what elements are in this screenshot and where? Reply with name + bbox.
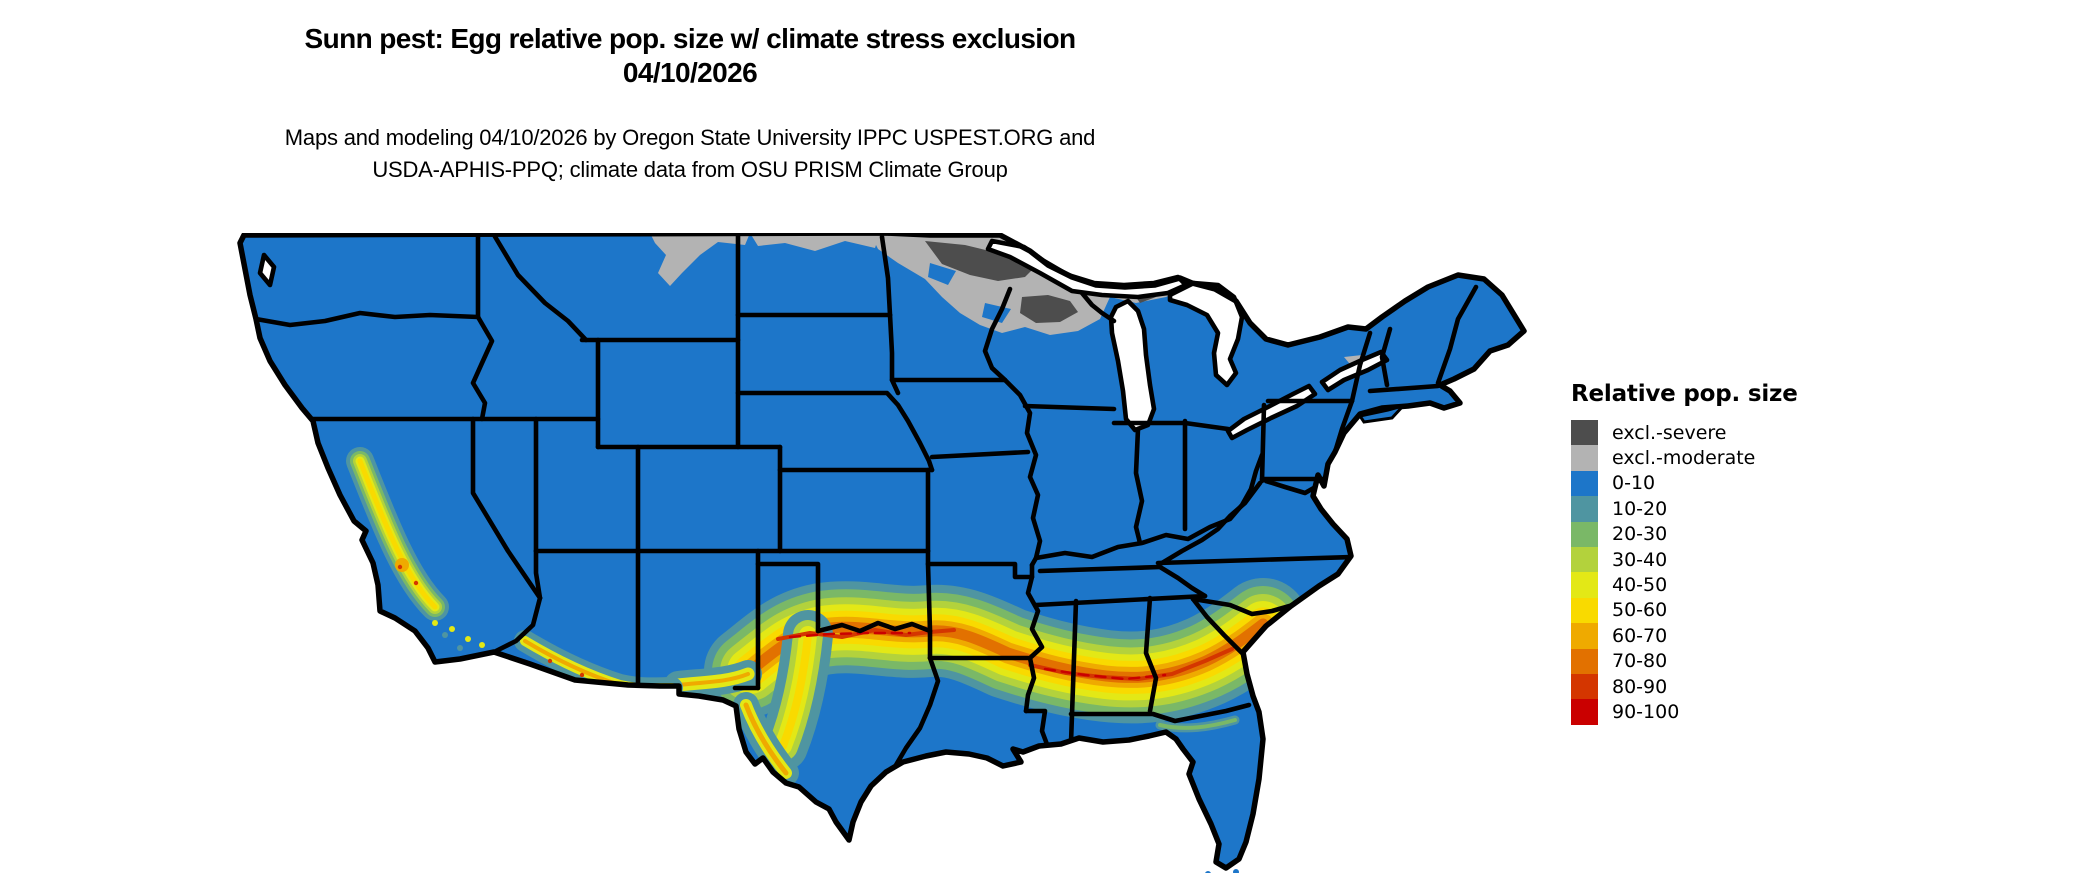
chart-title-line2: 04/10/2026 (622, 57, 758, 88)
legend-label: excl.-moderate (1612, 447, 1756, 470)
legend-item: 30-40 (1571, 546, 1798, 573)
legend-item: excl.-severe (1571, 420, 1798, 446)
legend-label: excl.-severe (1612, 421, 1727, 444)
legend-item: 0-10 (1571, 470, 1798, 497)
florida-keys-dot (1233, 869, 1239, 875)
lake-huron (1167, 280, 1245, 388)
legend-swatch-40-50 (1571, 572, 1598, 598)
legend-item: 50-60 (1571, 597, 1798, 624)
us-outline (237, 230, 1527, 871)
legend-item: 20-30 (1571, 521, 1798, 547)
chart-title: Sunn pest: Egg relative pop. size w/ cli… (0, 22, 1380, 90)
legend-swatch-70-80 (1571, 648, 1598, 674)
legend-swatch-30-40 (1571, 546, 1598, 573)
legend-swatch-10-20 (1571, 496, 1598, 522)
legend-swatch-excl-moderate (1571, 445, 1598, 471)
legend-item: 80-90 (1571, 673, 1798, 700)
legend: Relative pop. size excl.-severe excl.-mo… (1571, 381, 1798, 725)
us-map-svg (237, 230, 1527, 879)
legend-swatch-excl-severe (1571, 420, 1598, 446)
legend-item: excl.-moderate (1571, 445, 1798, 471)
legend-swatch-20-30 (1571, 521, 1598, 547)
legend-rows: excl.-severe excl.-moderate 0-10 10-20 2… (1571, 420, 1798, 725)
florida-keys-dot (1205, 871, 1211, 877)
legend-item: 60-70 (1571, 623, 1798, 649)
legend-title: Relative pop. size (1571, 381, 1798, 407)
legend-label: 60-70 (1612, 624, 1668, 647)
legend-label: 40-50 (1612, 574, 1668, 597)
legend-label: 20-30 (1612, 523, 1668, 546)
legend-swatch-80-90 (1571, 673, 1598, 700)
puget-sound (257, 252, 277, 288)
lake-ontario (1319, 349, 1390, 393)
chart-title-line1: Sunn pest: Egg relative pop. size w/ cli… (304, 23, 1077, 54)
legend-swatch-50-60 (1571, 597, 1598, 624)
legend-swatch-60-70 (1571, 623, 1598, 649)
long-island (1357, 403, 1408, 424)
legend-swatch-90-100 (1571, 699, 1598, 725)
legend-label: 50-60 (1612, 599, 1668, 622)
legend-item: 70-80 (1571, 648, 1798, 674)
legend-label: 0-10 (1612, 472, 1656, 495)
legend-swatch-0-10 (1571, 470, 1598, 497)
legend-item: 40-50 (1571, 572, 1798, 598)
legend-label: 90-100 (1612, 700, 1680, 723)
chart-subtitle-line2: USDA-APHIS-PPQ; climate data from OSU PR… (372, 157, 1008, 182)
legend-label: 30-40 (1612, 548, 1668, 571)
legend-label: 80-90 (1612, 675, 1668, 698)
legend-item: 90-100 (1571, 699, 1798, 725)
legend-label: 70-80 (1612, 650, 1668, 673)
us-map (230, 230, 1530, 879)
legend-item: 10-20 (1571, 496, 1798, 522)
legend-label: 10-20 (1612, 497, 1668, 520)
chart-subtitle: Maps and modeling 04/10/2026 by Oregon S… (0, 122, 1380, 186)
chart-subtitle-line1: Maps and modeling 04/10/2026 by Oregon S… (284, 125, 1096, 150)
